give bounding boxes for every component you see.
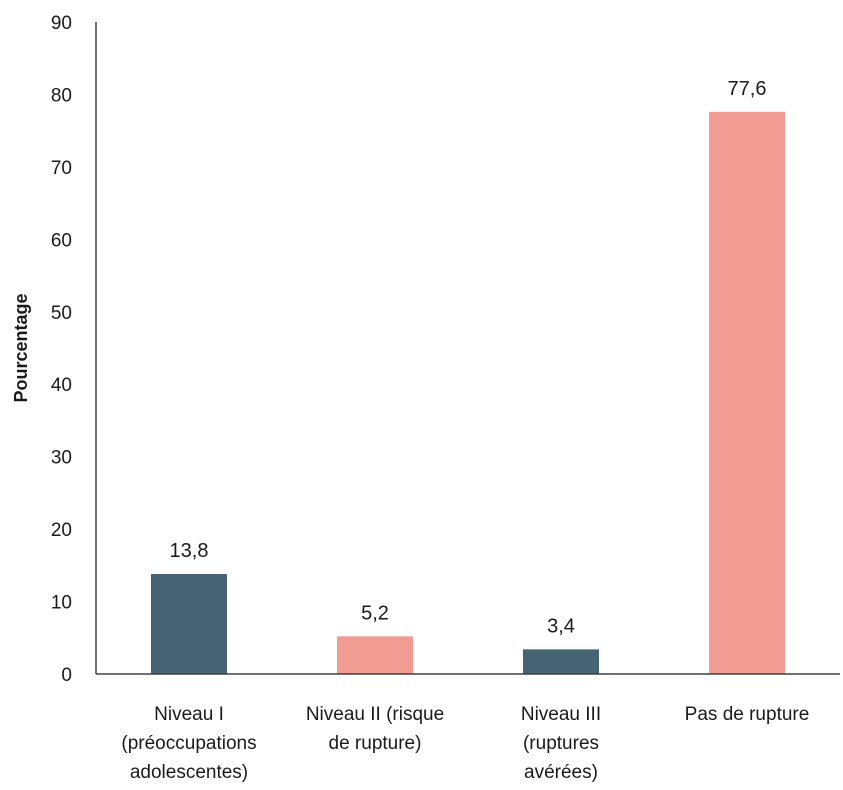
category-label: (ruptures <box>523 733 599 754</box>
y-tick-label: 70 <box>51 158 72 179</box>
y-axis-title: Pourcentage <box>11 293 31 402</box>
category-label: de rupture) <box>329 733 422 754</box>
y-tick-label: 80 <box>51 85 72 106</box>
category-label: avérées) <box>524 762 598 783</box>
y-axis-ticks: 0 10 20 30 40 50 60 70 80 90 <box>51 13 72 686</box>
category-label: adolescentes) <box>130 762 248 783</box>
y-tick-label: 90 <box>51 13 72 34</box>
category-label: Pas de rupture <box>685 704 810 725</box>
data-label: 77,6 <box>728 78 767 100</box>
y-tick-label: 10 <box>51 593 72 614</box>
data-label: 3,4 <box>547 615 575 637</box>
bar <box>337 636 413 674</box>
bar <box>151 574 227 674</box>
bar <box>523 649 599 674</box>
data-label: 13,8 <box>170 540 209 562</box>
category-label: Niveau II (risque <box>306 704 444 725</box>
x-axis-labels: Niveau I (préoccupations adolescentes) Nive… <box>121 704 809 783</box>
data-label: 5,2 <box>361 602 389 624</box>
y-tick-label: 60 <box>51 230 72 251</box>
category-label: (préoccupations <box>121 733 256 754</box>
y-tick-label: 0 <box>61 665 72 686</box>
category-label: Niveau III <box>521 704 601 725</box>
category-label: Niveau I <box>154 704 224 725</box>
bar <box>709 111 785 674</box>
y-tick-label: 30 <box>51 448 72 469</box>
y-tick-label: 40 <box>51 375 72 396</box>
y-tick-label: 20 <box>51 520 72 541</box>
bars <box>151 111 785 674</box>
data-labels: 13,8 5,2 3,4 77,6 <box>170 78 767 638</box>
y-tick-label: 50 <box>51 303 72 324</box>
